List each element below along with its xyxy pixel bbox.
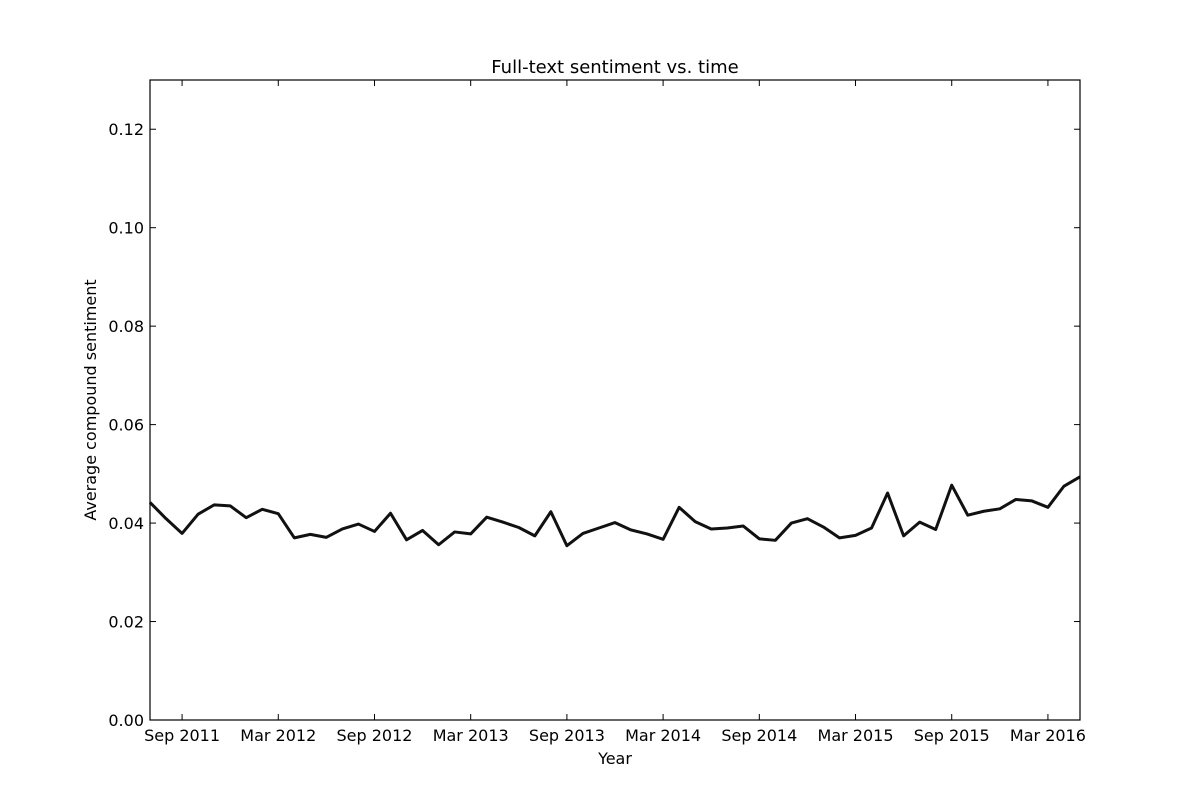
x-tick-label: Mar 2012 [240, 726, 316, 745]
y-tick-label: 0.10 [108, 219, 144, 238]
x-tick-label: Sep 2015 [914, 726, 990, 745]
x-tick-label: Mar 2014 [625, 726, 701, 745]
y-axis: 0.00 0.02 0.04 0.06 0.08 0.10 0.12 [108, 120, 1080, 730]
plot-layer [148, 475, 1081, 548]
x-tick-label: Sep 2012 [336, 726, 412, 745]
series-line-0 [148, 475, 1081, 548]
x-tick-label: Sep 2013 [529, 726, 605, 745]
y-tick-label: 0.06 [108, 416, 144, 435]
x-tick-label: Mar 2016 [1010, 726, 1086, 745]
x-axis: Sep 2011 Mar 2012 Sep 2012 Mar 2013 Sep 2013… [144, 80, 1086, 745]
x-tick-label: Mar 2013 [433, 726, 509, 745]
y-tick-label: 0.12 [108, 120, 144, 139]
chart-title: Full-text sentiment vs. time [491, 57, 738, 78]
x-axis-label: Year [597, 749, 632, 768]
x-tick-label: Sep 2011 [144, 726, 220, 745]
y-tick-label: 0.08 [108, 317, 144, 336]
x-tick-label: Mar 2015 [818, 726, 894, 745]
y-axis-label: Average compound sentiment [81, 279, 100, 520]
x-tick-label: Sep 2014 [721, 726, 797, 745]
plot-frame [149, 79, 1081, 721]
y-tick-label: 0.02 [108, 613, 144, 632]
y-tick-label: 0.00 [108, 711, 144, 730]
y-tick-label: 0.04 [108, 514, 144, 533]
